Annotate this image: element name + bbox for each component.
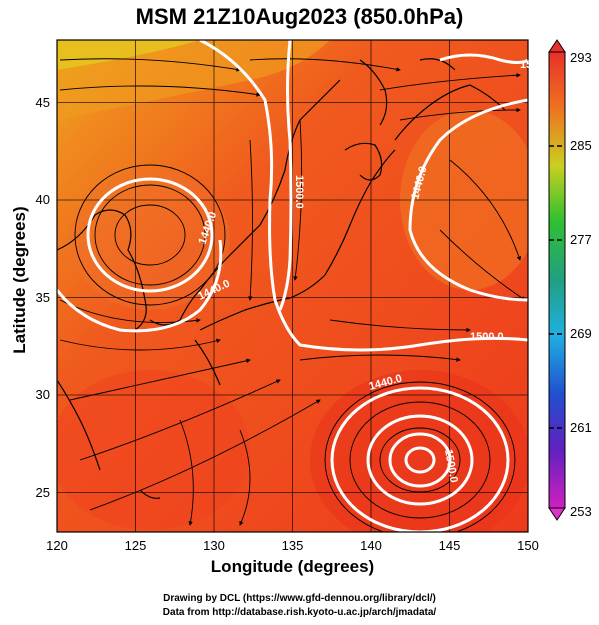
colorbar-label: 277: [570, 232, 592, 247]
contour-label: 1500.0: [520, 59, 554, 71]
x-tick-label: 125: [124, 538, 147, 553]
height-contours: [57, 40, 528, 532]
credit-drawing: Drawing by DCL (https://www.gfd-dennou.o…: [163, 593, 436, 604]
temperature-field: [57, 40, 528, 532]
y-tick-label: 35: [35, 289, 50, 305]
colorbar: [548, 39, 566, 521]
x-tick-label: 150: [517, 538, 539, 553]
colorbar-max-arrow: [548, 39, 566, 53]
credit-data: Data from http://database.rish.kyoto-u.a…: [162, 607, 437, 618]
x-axis-label: Longitude (degrees): [210, 557, 375, 576]
contour-label: 1500.0: [470, 331, 504, 343]
colorbar-label: 293: [570, 50, 592, 65]
y-axis-label: Latitude (degrees): [10, 206, 29, 354]
coastlines: [57, 58, 506, 499]
contour-label: 1500.0: [293, 175, 305, 209]
colorbar-min-arrow: [548, 507, 566, 521]
plot-frame: [56, 39, 529, 533]
x-tick-label: 140: [360, 538, 382, 553]
colorbar-label: 269: [570, 326, 592, 341]
y-tick-label: 30: [35, 387, 50, 402]
colorbar-label: 253: [570, 504, 592, 519]
x-tick-label: 130: [203, 538, 225, 553]
lat-lon-grid: [57, 40, 528, 532]
y-tick-label: 45: [35, 94, 50, 110]
y-tick-label: 40: [35, 192, 50, 207]
contour-label: 1500.0: [442, 448, 460, 483]
colorbar-label: 261: [570, 420, 592, 435]
map-title: MSM 21Z10Aug2023 (850.0hPa): [135, 4, 464, 29]
y-tick-label: 25: [35, 484, 50, 500]
x-tick-label: 135: [281, 538, 304, 553]
colorbar-label: 285: [570, 138, 592, 153]
x-tick-label: 120: [46, 538, 68, 553]
x-tick-label: 145: [438, 538, 461, 553]
wind-streamlines: [59, 58, 526, 532]
